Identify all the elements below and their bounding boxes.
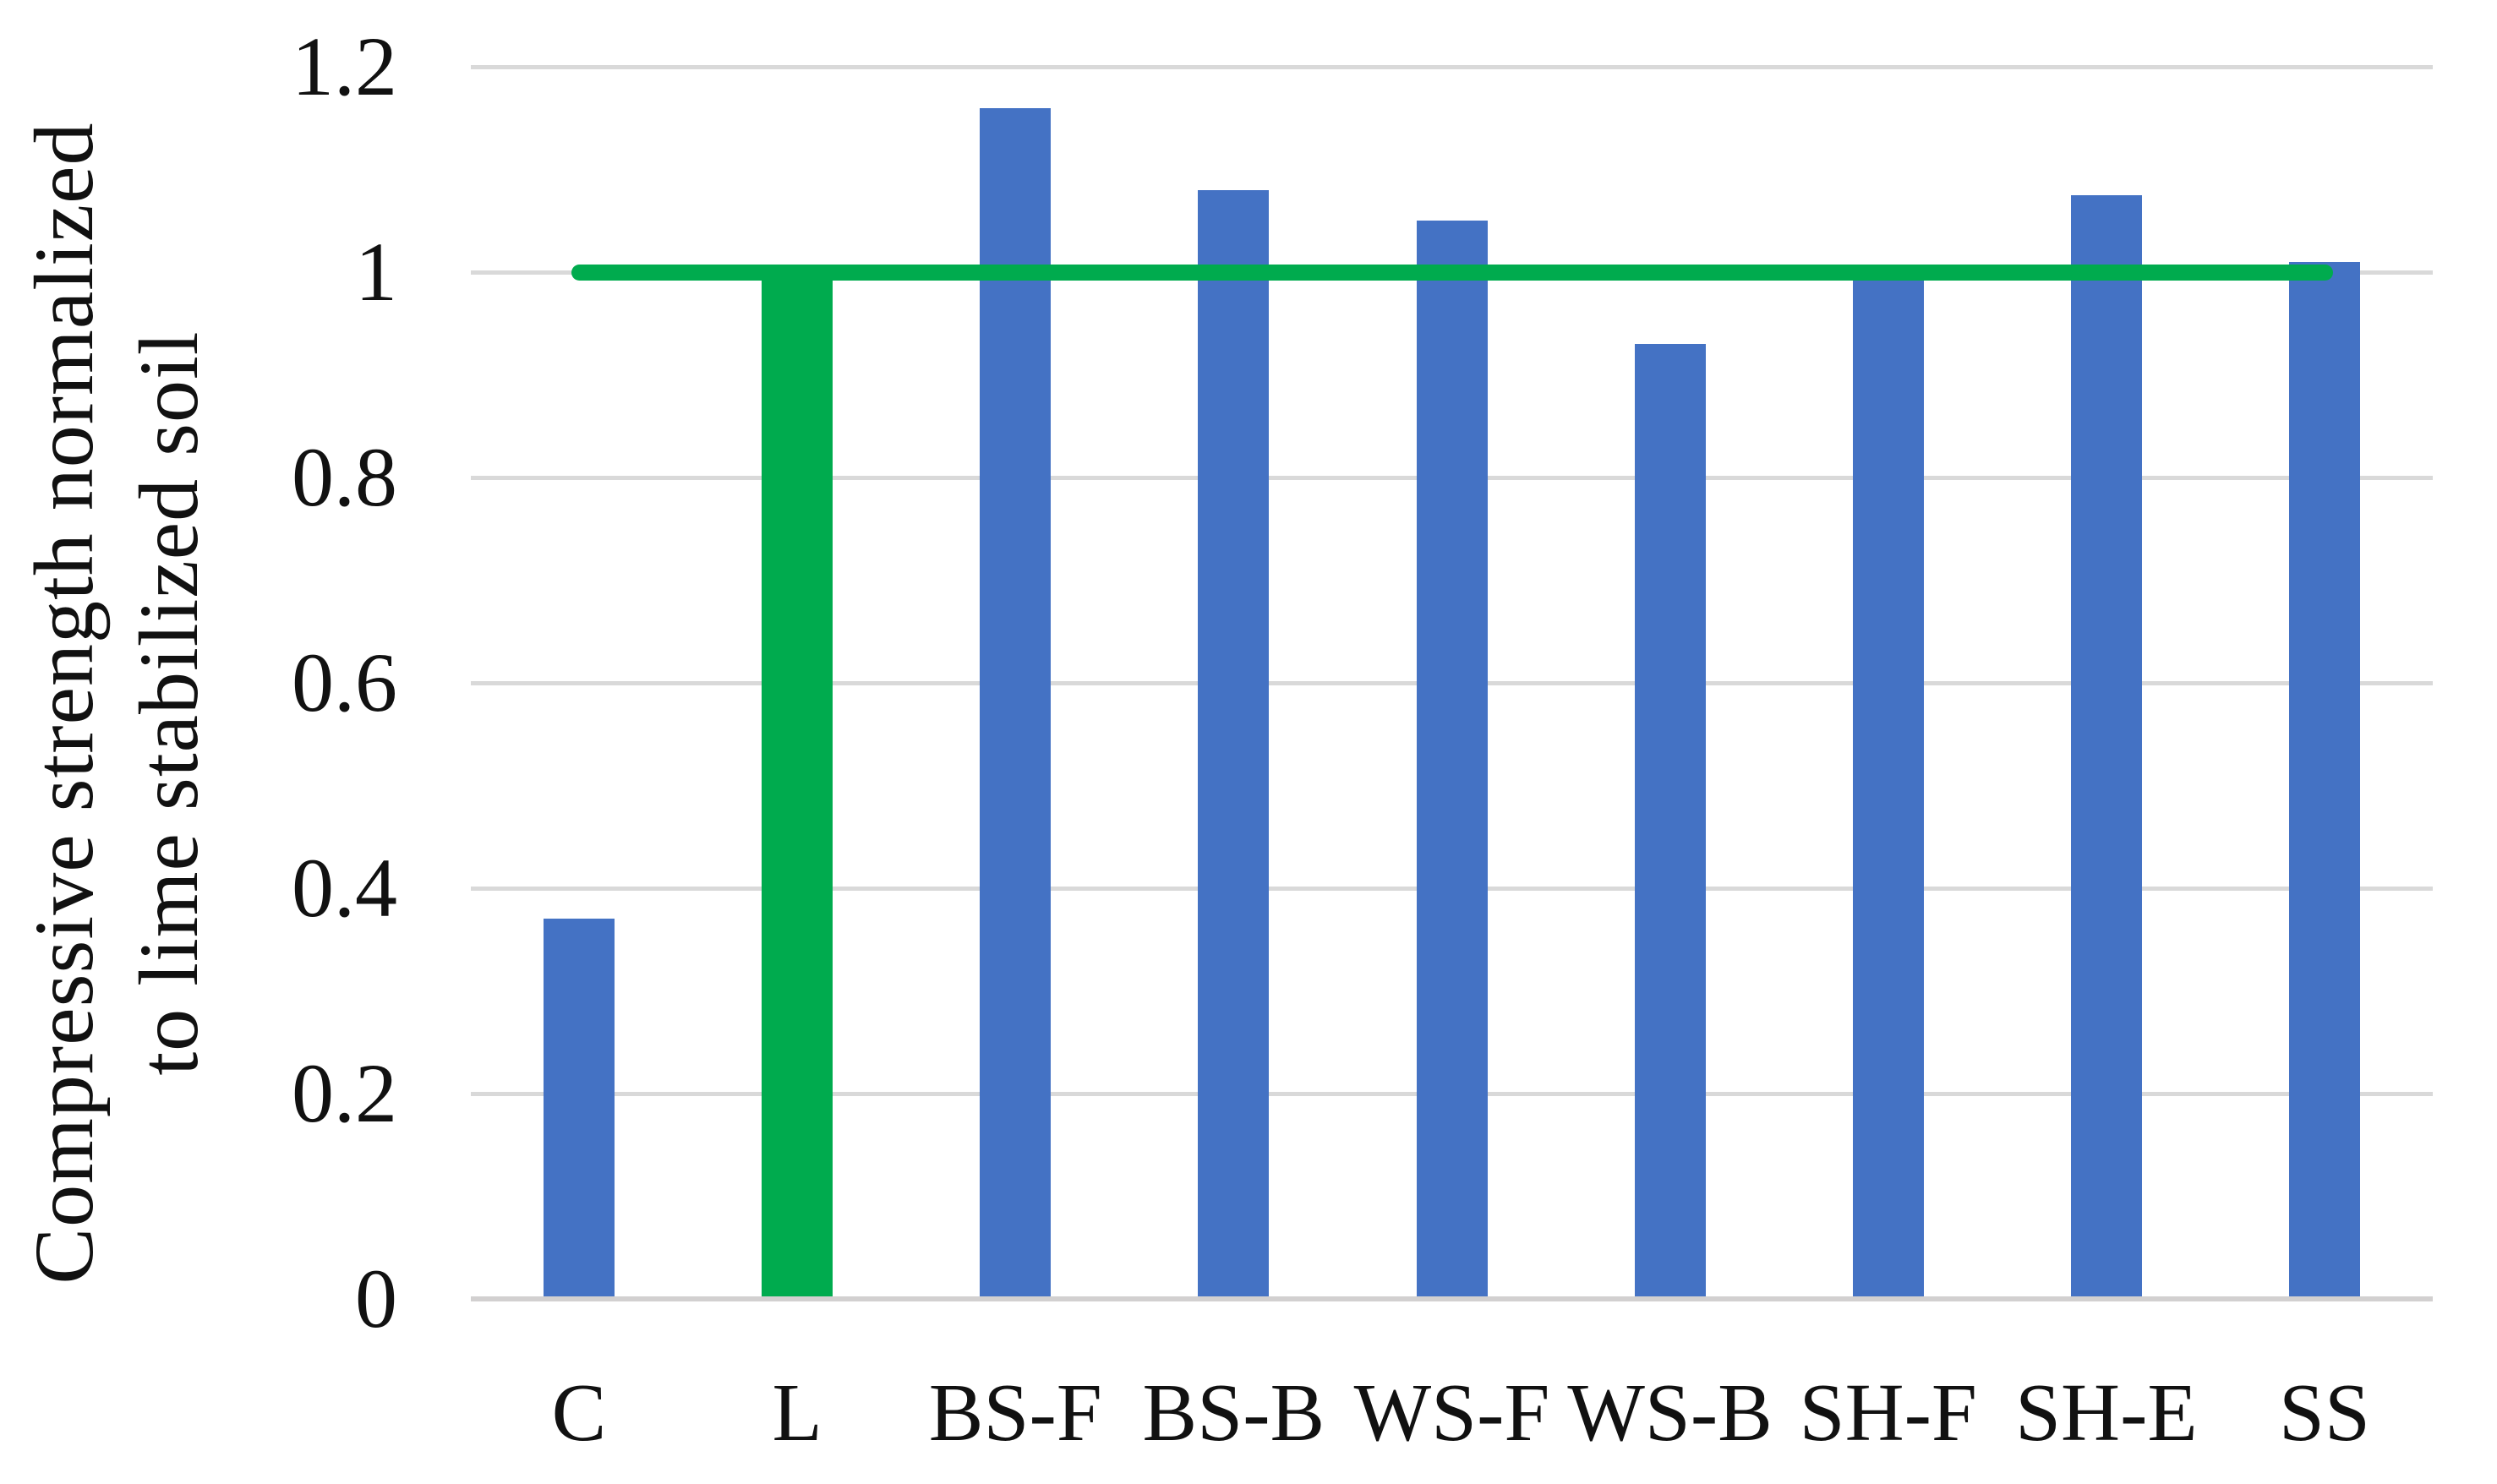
x-axis-label-ss: SS: [2279, 1367, 2370, 1458]
x-axis-label-bs-f: BS-F: [928, 1367, 1102, 1458]
y-tick-label: 0.8: [292, 430, 397, 524]
x-axis-label-sh-e: SH-E: [2015, 1367, 2198, 1458]
x-axis-baseline: [471, 1296, 2433, 1301]
bar-c: [544, 919, 615, 1299]
x-axis-label-ws-f: WS-F: [1353, 1367, 1550, 1458]
bar-ss: [2289, 261, 2360, 1299]
y-tick-label: 1.2: [292, 19, 397, 113]
bar-ws-f: [1416, 221, 1488, 1299]
y-tick-label: 0: [355, 1252, 397, 1345]
x-axis-label-l: L: [772, 1367, 822, 1458]
y-tick-label: 1: [355, 225, 397, 319]
plot-area: [471, 0, 2433, 1318]
bar-ws-b: [1634, 344, 1706, 1299]
gridline: [471, 64, 2433, 69]
y-tick-label: 0.6: [292, 636, 397, 729]
x-axis-label-bs-b: BS-B: [1142, 1367, 1325, 1458]
y-tick-label: 0.2: [292, 1046, 397, 1140]
bar-bs-b: [1198, 189, 1270, 1299]
x-axis-label-sh-f: SH-F: [1799, 1367, 1977, 1458]
x-axis-label-c: C: [551, 1367, 607, 1458]
reference-line: [571, 264, 2333, 281]
bar-bs-f: [980, 107, 1052, 1299]
bar-sh-f: [1852, 272, 1924, 1299]
bar-l: [762, 272, 833, 1299]
bar-sh-e: [2070, 194, 2142, 1299]
y-tick-label: 0.4: [292, 841, 397, 935]
x-axis-label-ws-b: WS-B: [1567, 1367, 1773, 1458]
